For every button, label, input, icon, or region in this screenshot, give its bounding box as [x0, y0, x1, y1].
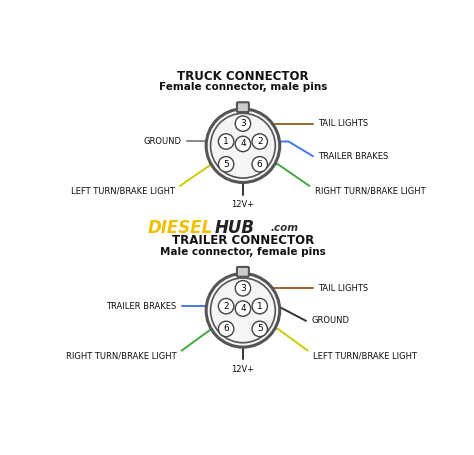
Text: 2: 2: [257, 137, 263, 146]
Text: 2: 2: [223, 302, 229, 311]
Text: 1: 1: [223, 137, 229, 146]
Circle shape: [252, 134, 267, 149]
Circle shape: [219, 321, 234, 337]
Text: 3: 3: [240, 119, 246, 128]
Text: RIGHT TURN/BRAKE LIGHT: RIGHT TURN/BRAKE LIGHT: [66, 351, 176, 360]
Text: RIGHT TURN/BRAKE LIGHT: RIGHT TURN/BRAKE LIGHT: [315, 187, 425, 196]
Text: LEFT TURN/BRAKE LIGHT: LEFT TURN/BRAKE LIGHT: [71, 187, 174, 196]
Text: Female connector, male pins: Female connector, male pins: [159, 82, 327, 92]
Text: 5: 5: [257, 324, 263, 334]
Text: TRAILER CONNECTOR: TRAILER CONNECTOR: [172, 234, 314, 248]
Text: 3: 3: [240, 284, 246, 293]
Text: DIESEL: DIESEL: [148, 219, 213, 237]
Text: TRAILER BRAKES: TRAILER BRAKES: [106, 302, 176, 311]
Text: TRUCK CONNECTOR: TRUCK CONNECTOR: [177, 70, 309, 83]
Text: TRAILER BRAKES: TRAILER BRAKES: [318, 152, 389, 161]
Text: TAIL LIGHTS: TAIL LIGHTS: [318, 119, 368, 128]
Text: TAIL LIGHTS: TAIL LIGHTS: [318, 284, 368, 293]
FancyBboxPatch shape: [237, 102, 249, 112]
FancyBboxPatch shape: [237, 267, 249, 277]
Circle shape: [252, 321, 267, 337]
Text: 6: 6: [257, 160, 263, 169]
Circle shape: [206, 273, 280, 347]
Text: GROUND: GROUND: [144, 137, 182, 146]
Circle shape: [235, 136, 251, 152]
Text: 12V+: 12V+: [231, 200, 255, 209]
Circle shape: [252, 157, 267, 172]
Circle shape: [210, 113, 275, 178]
Text: 1: 1: [257, 302, 263, 311]
Text: Male connector, female pins: Male connector, female pins: [160, 247, 326, 257]
Circle shape: [252, 298, 267, 314]
Circle shape: [219, 134, 234, 149]
Text: GROUND: GROUND: [311, 316, 349, 325]
Text: .com: .com: [270, 223, 298, 233]
Circle shape: [210, 278, 275, 343]
Circle shape: [235, 281, 251, 296]
Circle shape: [235, 301, 251, 316]
Circle shape: [219, 298, 234, 314]
Text: 5: 5: [223, 160, 229, 169]
Circle shape: [219, 157, 234, 172]
Text: LEFT TURN/BRAKE LIGHT: LEFT TURN/BRAKE LIGHT: [313, 351, 417, 360]
Circle shape: [235, 116, 251, 131]
Text: 12V+: 12V+: [231, 364, 255, 374]
Text: 4: 4: [240, 304, 246, 313]
Circle shape: [206, 109, 280, 182]
Text: 4: 4: [240, 139, 246, 148]
Text: HUB: HUB: [214, 219, 254, 237]
Text: 6: 6: [223, 324, 229, 334]
